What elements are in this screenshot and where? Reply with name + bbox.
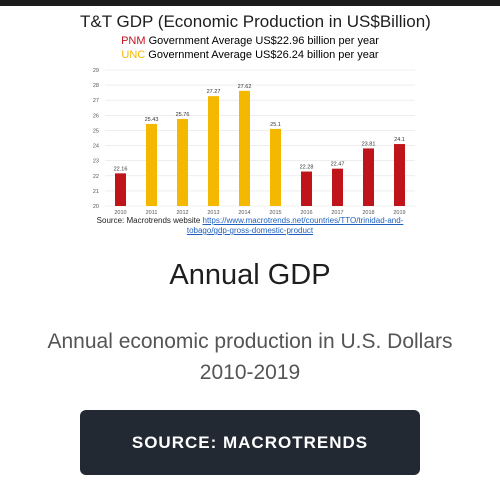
y-tick-label: 24 (93, 144, 99, 150)
bar (301, 171, 312, 206)
x-tick-label: 2012 (176, 210, 188, 216)
unc-average-text: Government Average US$26.24 billion per … (145, 49, 379, 61)
data-label: 25.1 (270, 122, 281, 128)
page-description: Annual economic production in U.S. Dolla… (47, 330, 453, 384)
data-label: 22.16 (114, 166, 128, 172)
data-label: 22.28 (300, 165, 314, 171)
bar (239, 90, 250, 206)
source-button[interactable]: SOURCE: MACROTRENDS (80, 410, 420, 475)
page-heading: Annual GDP (169, 259, 331, 291)
x-tick-label: 2014 (238, 210, 250, 216)
top-bar (0, 0, 500, 6)
bar (146, 123, 157, 206)
bar (363, 148, 374, 206)
data-label: 25.43 (145, 117, 159, 123)
x-tick-label: 2019 (393, 210, 405, 216)
y-tick-label: 22 (93, 174, 99, 180)
pnm-party-label: PNM (121, 35, 146, 47)
bar (270, 128, 281, 206)
bar (208, 96, 219, 206)
y-tick-label: 25 (93, 128, 99, 134)
data-label: 24.1 (394, 137, 405, 143)
bar (177, 118, 188, 206)
x-tick-label: 2018 (362, 210, 374, 216)
chart-subtitle-pnm: PNM Government Average US$22.96 billion … (80, 35, 420, 47)
chart-subtitle-unc: UNC Government Average US$26.24 billion … (80, 49, 420, 61)
y-tick-label: 29 (93, 68, 99, 74)
bar (394, 144, 405, 206)
chart-source-line: Source: Macrotrends website https://www.… (80, 216, 420, 236)
y-tick-label: 28 (93, 83, 99, 89)
y-tick-label: 20 (93, 204, 99, 210)
source-prefix: Source: Macrotrends website (96, 216, 203, 225)
data-label: 22.47 (331, 162, 345, 168)
data-label: 23.81 (362, 141, 376, 147)
unc-party-label: UNC (121, 49, 146, 61)
data-label: 27.62 (238, 84, 252, 90)
data-label: 27.27 (207, 89, 221, 95)
source-link[interactable]: https://www.macrotrends.net/countries/TT… (186, 216, 404, 235)
y-tick-label: 26 (93, 113, 99, 119)
x-tick-label: 2015 (269, 210, 281, 216)
x-tick-label: 2013 (207, 210, 219, 216)
y-tick-label: 27 (93, 98, 99, 104)
y-tick-label: 21 (93, 189, 99, 195)
bar-chart: 20 21 22 23 24 25 26 27 28 29 22.16 2010 25.43 2011 25… (93, 68, 415, 216)
x-tick-label: 2017 (331, 210, 343, 216)
data-label: 25.76 (176, 112, 190, 118)
chart-image: T&T GDP (Economic Production in US$Billi… (80, 10, 431, 238)
x-tick-label: 2016 (300, 210, 312, 216)
y-tick-label: 23 (93, 159, 99, 165)
chart-title: T&T GDP (Economic Production in US$Billi… (80, 12, 431, 31)
pnm-average-text: Government Average US$22.96 billion per … (145, 35, 379, 47)
x-tick-label: 2010 (114, 210, 126, 216)
bar (332, 168, 343, 206)
x-tick-label: 2011 (146, 210, 158, 216)
bar (115, 173, 126, 206)
